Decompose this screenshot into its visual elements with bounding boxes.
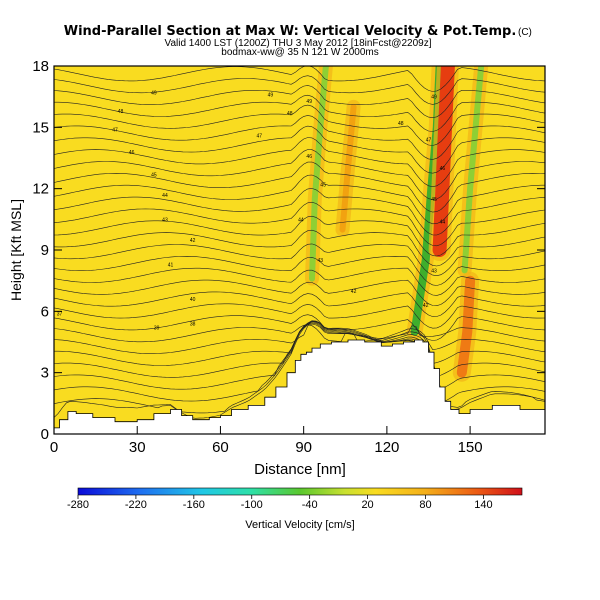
x-tick-label-1: 0 [50,439,58,456]
isentrope-label-12: 38 [190,322,196,328]
isentrope-line-23 [54,137,545,188]
isentrope-label-23: 49 [431,95,437,101]
isentrope-label-19: 44 [298,217,304,223]
isentrope-line-20 [54,174,545,225]
x-tick-label-3: 60 [212,439,229,456]
chart-subtitle-2: bodmax-ww@ 35 N 121 W 2000ms [221,47,378,58]
isentrope-label-14: 49 [268,93,274,99]
isentrope-line-5 [54,321,545,378]
isentrope-line-15 [54,243,545,277]
isentrope-label-18: 45 [320,183,326,189]
isentrope-line-28 [54,85,545,119]
isentrope-line-11 [54,291,545,317]
isentrope-line-26 [54,104,545,146]
isentrope-line-14 [54,255,545,286]
isentrope-line-19 [54,188,545,236]
isentrope-label-9: 41 [168,262,174,268]
isentrope-label-21: 42 [351,289,357,295]
x-tick-label-2: 30 [129,439,146,456]
colorbar-tick-label-4: -100 [241,499,263,511]
isentrope-label-15: 48 [287,111,293,117]
isentrope-line-27 [54,94,545,132]
isentrope-line-6 [54,322,545,366]
colorbar-tick-label-8: 140 [474,499,492,511]
y-tick-label-5: 12 [32,181,49,198]
isentrope-line-22 [54,149,545,201]
isentrope-label-24: 47 [426,138,432,144]
colorbar-ticks: -280 -220 -160 -100 -40 20 80 140 [67,495,493,511]
x-tick-label-6: 150 [458,439,483,456]
colorbar-tick-label-1: -280 [67,499,89,511]
terrain-profile [54,339,545,434]
y-axis-ticks: 0 3 6 9 12 15 18 [32,58,545,443]
colorbar-label: Vertical Velocity [cm/s] [245,519,354,531]
isentrope-label-5: 45 [151,172,157,178]
isentrope-label-28: 43 [431,268,437,274]
x-axis-ticks: 0 30 60 90 120 150 [50,426,483,456]
colorbar-tick-label-3: -160 [183,499,205,511]
isentrope-label-25: 46 [440,166,446,172]
colorbar-tick-label-6: 20 [361,499,373,511]
isentrope-label-29: 42 [423,303,429,309]
isentrope-line-7 [54,323,545,354]
velocity-band-downdraft-1 [309,66,329,282]
y-tick-label-1: 0 [41,426,49,443]
colorbar [77,487,523,496]
x-axis-label: Distance [nm] [254,461,346,478]
chart-subtitle: Valid 1400 LST (1200Z) THU 3 May 2012 [1… [165,38,432,49]
isentrope-label-13: 37 [57,311,63,317]
colorbar-tick-label-2: -220 [125,499,147,511]
y-tick-label-2: 3 [41,365,49,382]
isentrope-label-26: 45 [431,197,437,203]
isentrope-label-7: 43 [162,217,168,223]
isentrope-label-2: 48 [118,109,124,115]
isentrope-label-3: 47 [112,127,118,133]
chart-title: Wind-Parallel Section at Max W: Vertical… [64,24,517,39]
isentrope-label-27: 44 [440,219,446,225]
isentrope-line-17 [54,215,545,257]
isentrope-label-10: 40 [190,297,196,303]
isentrope-line-21 [54,161,545,213]
velocity-band-updraft-4 [456,275,476,378]
isentrope-lines [54,66,545,419]
isentrope-label-17: 46 [306,154,312,160]
isentrope-line-9 [54,314,545,341]
isentrope-line-16 [54,229,545,267]
y-tick-label-7: 18 [32,58,49,75]
isentrope-label-8: 42 [190,238,196,244]
isentrope-label-20: 43 [318,258,324,264]
isentrope-labels: 49 48 47 46 45 44 43 42 41 40 39 38 37 49 48 47 46 45 44 43… [57,91,446,332]
velocity-band-downdraft-5 [461,66,485,274]
velocity-band-updraft-3 [432,66,455,257]
y-tick-label-3: 6 [41,303,49,320]
plot-area: 49 48 47 46 45 44 43 42 41 40 39 38 37 49 48 47 46 45 44 43… [54,66,545,434]
chart-title-mark: (C) [518,27,532,38]
isentrope-label-1: 49 [151,91,157,97]
isentrope-line-13 [54,267,545,296]
isentrope-label-4: 46 [129,150,135,156]
isentrope-label-16: 47 [256,134,262,140]
isentrope-label-30: 49 [306,99,312,105]
isentrope-line-18 [54,201,545,247]
x-tick-label-5: 120 [374,439,399,456]
isentrope-line-10 [54,303,545,329]
y-tick-label-4: 9 [41,242,49,259]
isentrope-label-22: 48 [398,121,404,127]
isentrope-label-6: 44 [162,193,168,199]
colorbar-tick-label-7: 80 [419,499,431,511]
isentrope-line-30 [54,66,545,92]
isentrope-line-8 [54,324,545,343]
x-tick-label-4: 90 [295,439,312,456]
y-tick-label-6: 15 [32,119,49,136]
isentrope-line-24 [54,125,545,174]
isentrope-line-29 [54,75,545,105]
colorbar-tick-label-5: -40 [302,499,318,511]
isentrope-line-25 [54,115,545,160]
y-axis-label: Height [Kft MSL] [8,199,24,301]
isentrope-line-12 [54,279,545,307]
isentrope-line-1 [54,321,545,419]
isentrope-label-11: 39 [154,326,160,332]
